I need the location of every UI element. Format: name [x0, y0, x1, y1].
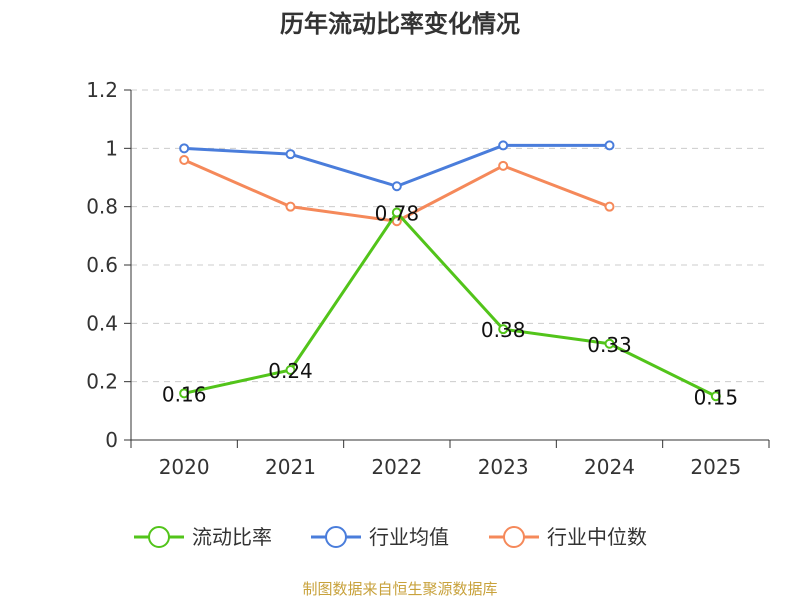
y-tick-label: 0.8: [86, 195, 118, 219]
series-line: [183, 211, 717, 398]
y-tick-label: 0.4: [86, 311, 118, 335]
y-axis-ticks: 0 0.2 0.4 0.6 0.8 1 1.2: [86, 78, 131, 452]
data-label: 0.24: [268, 359, 313, 383]
series-line: [184, 143, 610, 188]
data-point[interactable]: [285, 201, 296, 212]
data-labels: 0.16 0.24 0.78 0.38 0.33 0.15: [162, 202, 738, 410]
data-point[interactable]: [391, 181, 402, 192]
grid-lines: [131, 89, 769, 383]
source-note: 制图数据来自恒生聚源数据库: [302, 580, 497, 598]
data-label: 0.33: [587, 333, 632, 357]
legend-marker: [148, 526, 170, 548]
data-label: 0.15: [694, 385, 739, 409]
data-point[interactable]: [604, 140, 615, 151]
data-point[interactable]: [285, 365, 296, 375]
y-tick-label: 0: [105, 428, 118, 452]
series-layer: [179, 140, 721, 402]
legend-item[interactable]: 行业中位数: [489, 525, 647, 549]
data-point[interactable]: [498, 324, 509, 335]
data-label: 0.38: [481, 318, 526, 342]
legend-label: 行业均值: [369, 525, 449, 549]
y-tick-label: 1.2: [86, 78, 118, 102]
legend[interactable]: 流动比率 行业均值 行业中位数: [134, 525, 647, 549]
y-tick-label: 0.2: [86, 370, 118, 394]
x-tick-label: 2020: [159, 455, 210, 479]
data-point[interactable]: [710, 391, 721, 402]
x-tick-label: 2021: [265, 455, 316, 479]
legend-marker: [325, 526, 347, 548]
legend-marker: [503, 526, 525, 548]
data-point[interactable]: [604, 201, 615, 212]
data-point[interactable]: [391, 207, 402, 218]
legend-label: 流动比率: [192, 525, 272, 549]
data-point[interactable]: [285, 149, 296, 160]
data-point[interactable]: [498, 160, 509, 171]
data-label: 0.16: [162, 382, 207, 406]
x-axis-ticks: 2020 2021 2022 2023 2024 2025: [130, 440, 770, 479]
y-tick-label: 0.6: [86, 253, 118, 277]
x-tick-label: 2023: [478, 455, 529, 479]
x-tick-label: 2022: [371, 455, 422, 479]
data-point[interactable]: [179, 388, 190, 399]
legend-item[interactable]: 行业均值: [311, 525, 449, 549]
chart-title: 历年流动比率变化情况: [280, 10, 520, 38]
data-point[interactable]: [604, 338, 615, 349]
x-tick-label: 2025: [690, 455, 741, 479]
data-point[interactable]: [179, 155, 190, 165]
x-tick-label: 2024: [584, 455, 635, 479]
legend-label: 行业中位数: [547, 525, 647, 549]
data-label: 0.78: [375, 202, 420, 226]
legend-item[interactable]: 流动比率: [134, 525, 272, 549]
data-point[interactable]: [179, 143, 190, 154]
data-point[interactable]: [498, 140, 509, 151]
y-tick-label: 1: [105, 136, 118, 160]
